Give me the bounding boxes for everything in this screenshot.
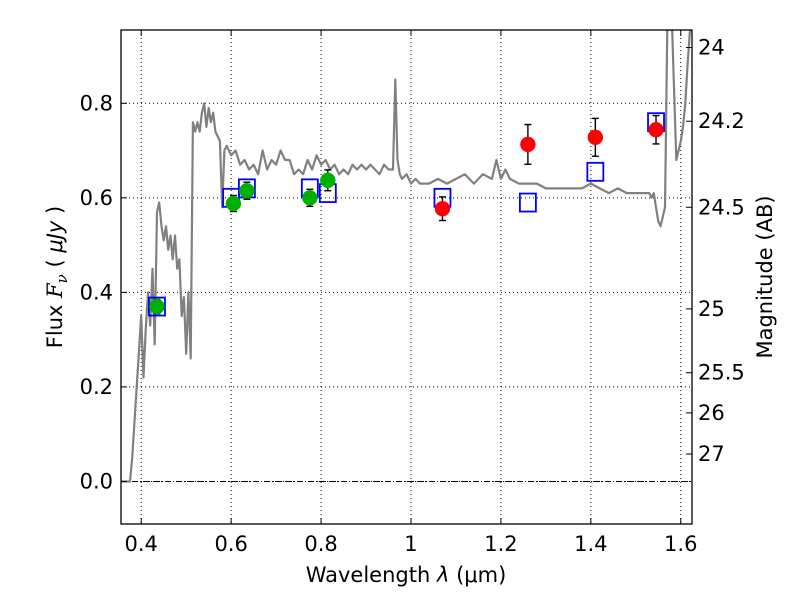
y-tick-label: 0.6 xyxy=(80,186,113,210)
y-axis-title-symbol: F xyxy=(43,282,67,299)
y-axis-title-open: ( xyxy=(43,253,67,275)
green-data-point xyxy=(149,298,165,315)
x-tick-label: 0.4 xyxy=(125,532,158,556)
x-tick-label: 1.6 xyxy=(664,532,697,556)
axis-ticks: 0.4 0.6 0.8 1 1.2 1.4 1.6 0.0 0.2 0.4 0.6 0.8 24 24.2… xyxy=(80,30,745,556)
red-data-point xyxy=(587,129,604,146)
y-tick-label: 0.0 xyxy=(80,469,113,493)
mag-tick-label: 25 xyxy=(698,297,725,321)
green-data-point xyxy=(320,172,336,189)
y-tick-label: 0.2 xyxy=(80,375,113,399)
mag-tick-label: 24 xyxy=(698,35,725,59)
y-axis-title: Flux Fν ( μJy ) xyxy=(43,206,71,348)
x-tick-label: 0.8 xyxy=(304,532,337,556)
mag-tick-label: 27 xyxy=(698,442,725,466)
red-data-point xyxy=(648,121,664,138)
x-tick-label: 1 xyxy=(404,532,417,556)
model-photometry-square xyxy=(148,296,166,317)
right-axis-title: Magnitude (AB) xyxy=(753,195,777,358)
x-axis-title-prefix: Wavelength xyxy=(306,563,437,587)
model-photometry-square xyxy=(586,161,605,182)
y-tick-label: 0.4 xyxy=(80,280,113,304)
red-data-point xyxy=(434,200,451,217)
plot-frame xyxy=(120,29,693,525)
mag-tick-label: 26 xyxy=(698,401,725,425)
y-axis-title-close: ) xyxy=(43,206,67,221)
x-axis-title-symbol: λ xyxy=(436,563,449,587)
grid-lines xyxy=(121,30,692,524)
model-photometry-square xyxy=(518,192,537,213)
series-layer xyxy=(121,30,692,483)
red-data-point xyxy=(520,136,536,153)
mag-tick-label: 25.5 xyxy=(698,361,745,385)
y-tick-label: 0.8 xyxy=(80,91,113,115)
series-clip-group xyxy=(121,30,692,483)
y-axis-title-prefix: Flux xyxy=(43,298,67,348)
green-data-point xyxy=(302,190,318,206)
x-axis-title-unit: (μm) xyxy=(449,563,506,587)
mag-tick-label: 24.5 xyxy=(698,195,745,219)
x-tick-label: 1.4 xyxy=(574,532,607,556)
mag-tick-label: 24.2 xyxy=(698,109,745,133)
x-tick-label: 0.6 xyxy=(214,532,247,556)
x-axis-title: Wavelength λ (μm) xyxy=(306,563,507,587)
x-tick-label: 1.2 xyxy=(484,532,517,556)
y-axis-title-unit: μJy xyxy=(43,220,67,254)
spectrum-line xyxy=(121,30,692,483)
green-data-point xyxy=(239,182,255,199)
green-data-point xyxy=(225,195,242,212)
y-axis-title-subscript: ν xyxy=(53,274,71,283)
